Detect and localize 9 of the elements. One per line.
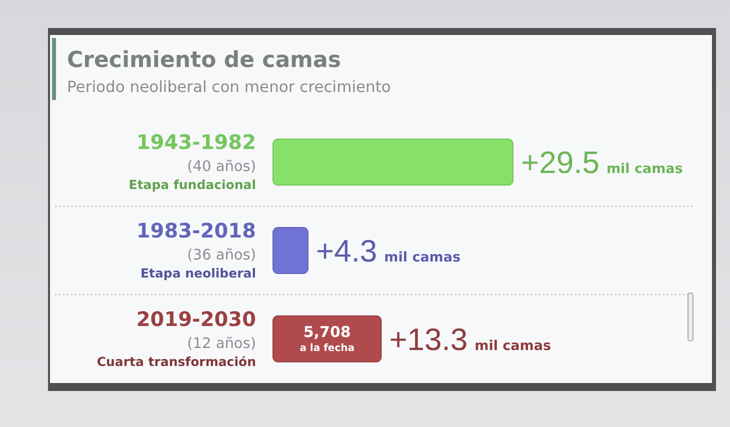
data-label: +13.3 mil camas	[389, 322, 552, 357]
annotation: 5,708 a la fecha	[300, 322, 355, 354]
y-tick-label: 1983-2018 (36 años) Etapa neoliberal	[136, 218, 256, 280]
data-label: +4.3 mil camas	[316, 234, 461, 268]
y-tick-label: 2019-2030 (12 años) Cuarta transformación	[96, 306, 256, 369]
y-tick-label: 1943-1982 (40 años) Etapa fundacional	[128, 130, 256, 192]
data-label: +29.5 mil camas	[521, 145, 683, 180]
chart-title: Crecimiento de camas	[67, 48, 341, 73]
chart-subtitle: Periodo neoliberal con menor crecimiento	[67, 78, 391, 96]
